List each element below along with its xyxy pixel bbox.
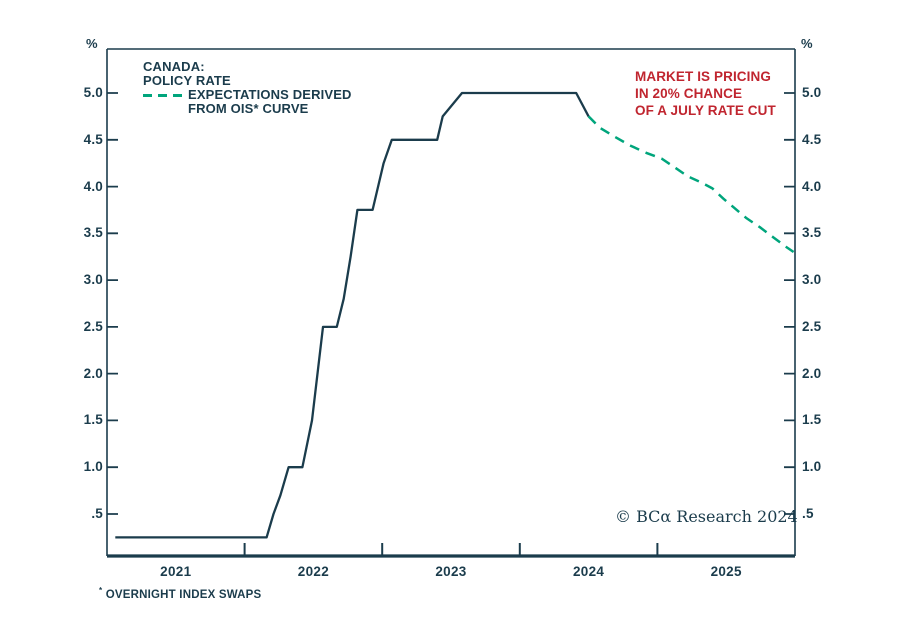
copyright-mark: © BCα Research 2024	[615, 507, 798, 526]
x-axis-label: 2024	[572, 564, 605, 579]
y-axis-label-right: .5	[802, 505, 814, 521]
footnote: * OVERNIGHT INDEX SWAPS	[99, 586, 261, 601]
y-axis-label-right: 4.5	[802, 131, 822, 147]
y-axis-label-left: 1.5	[83, 412, 103, 428]
y-axis-label-left: 4.0	[83, 178, 103, 194]
y-axis-label-left: 3.0	[83, 272, 103, 288]
dashed-line-sample-icon	[143, 93, 183, 97]
y-axis-label-left: 5.0	[83, 85, 103, 100]
y-axis-label-left: 4.5	[83, 131, 103, 147]
legend-dashed-label-line2: FROM OIS* CURVE	[188, 101, 309, 116]
y-axis-label-right: 2.0	[802, 365, 822, 381]
ois-expectations-line	[587, 115, 795, 254]
legend: CANADA: POLICY RATE EXPECTATIONS DERIVED…	[143, 60, 352, 116]
plot-frame	[106, 48, 796, 556]
x-axis-label: 2023	[435, 564, 467, 579]
y-axis-label-right: 5.0	[802, 85, 822, 100]
x-axis-label: 2021	[160, 564, 192, 579]
y-axis-label-right: 1.5	[802, 412, 822, 428]
y-axis-label-right: 2.5	[802, 318, 822, 334]
x-axis-label: 2022	[297, 564, 329, 579]
y-axis-label-left: .5	[91, 505, 103, 521]
chart-title-line2: POLICY RATE	[143, 73, 231, 88]
y-axis-label-left: 3.5	[83, 225, 103, 241]
y-axis-unit-right: %	[801, 36, 813, 51]
footnote-text: OVERNIGHT INDEX SWAPS	[105, 588, 262, 601]
y-axis-label-left: 2.5	[83, 318, 103, 334]
chart-title-line1: CANADA:	[143, 59, 205, 74]
y-axis-label-right: 3.0	[802, 272, 822, 288]
y-axis-unit-left: %	[86, 36, 98, 51]
annotation-line3: OF A JULY RATE CUT	[635, 103, 776, 118]
y-axis-label-right: 4.0	[802, 178, 822, 194]
y-axis-label-left: 2.0	[83, 365, 103, 381]
annotation-line2: IN 20% CHANCE	[635, 86, 743, 101]
annotation: MARKET IS PRICING IN 20% CHANCE OF A JUL…	[635, 68, 776, 119]
x-axis-label: 2025	[710, 564, 742, 579]
annotation-line1: MARKET IS PRICING	[635, 69, 771, 84]
y-axis-label-right: 3.5	[802, 225, 822, 241]
policy-rate-line	[115, 91, 590, 539]
footnote-marker: *	[99, 586, 103, 595]
legend-dashed-label-line1: EXPECTATIONS DERIVED	[188, 87, 352, 102]
y-axis-label-left: 1.0	[83, 459, 103, 475]
y-axis-label-right: 1.0	[802, 459, 822, 475]
